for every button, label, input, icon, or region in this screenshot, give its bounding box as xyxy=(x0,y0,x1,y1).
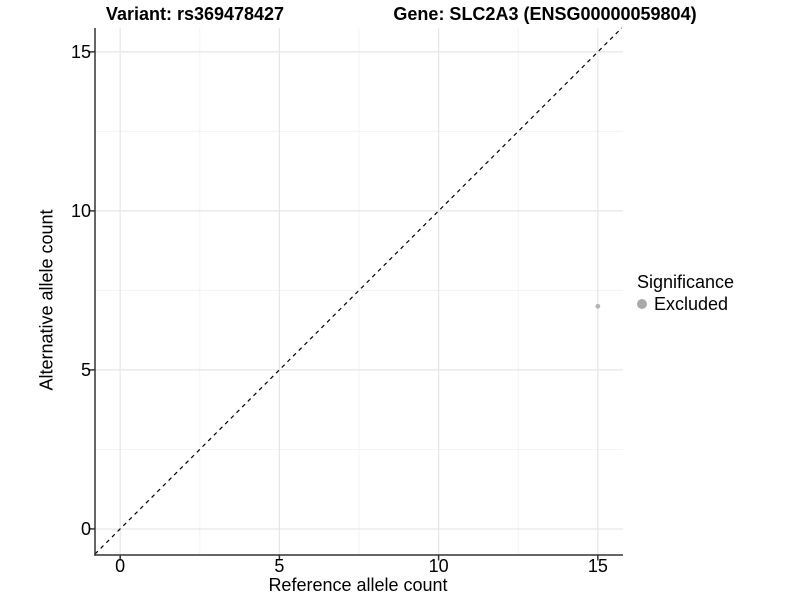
x-tick-label: 10 xyxy=(428,556,449,576)
plot-title-variant: Variant: rs369478427 xyxy=(105,4,285,24)
x-axis-title: Reference allele count xyxy=(268,575,448,595)
x-tick-label: 0 xyxy=(115,556,126,576)
y-axis-title: Alternative allele count xyxy=(36,209,57,391)
x-tick-label: 15 xyxy=(587,556,608,576)
plot-title-gene: Gene: SLC2A3 (ENSG00000059804) xyxy=(393,4,697,24)
legend-item-label: Excluded xyxy=(654,294,729,314)
legend-point-icon xyxy=(637,299,647,309)
y-tick-label: 10 xyxy=(70,200,91,221)
y-tick-label: 5 xyxy=(80,359,91,380)
x-tick-label: 5 xyxy=(274,556,285,576)
y-tick-label: 0 xyxy=(80,518,91,539)
legend-item-excluded: Excluded xyxy=(637,294,734,314)
data-point xyxy=(595,303,601,309)
identity-line xyxy=(94,27,623,555)
y-tick-label: 15 xyxy=(70,41,91,62)
legend-title: Significance xyxy=(637,272,735,292)
legend: Significance Excluded xyxy=(637,272,734,314)
